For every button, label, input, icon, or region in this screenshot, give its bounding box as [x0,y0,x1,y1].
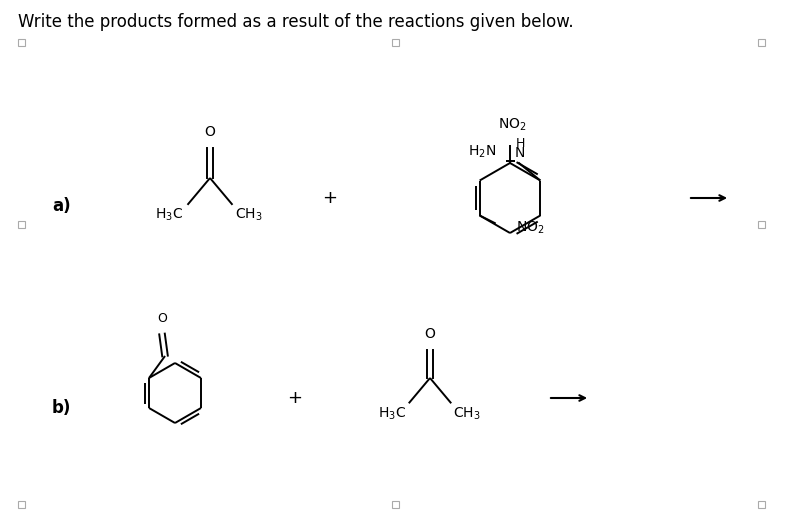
Bar [758,501,765,508]
Bar [392,501,399,508]
Text: $\mathregular{NO_2}$: $\mathregular{NO_2}$ [516,219,545,236]
Text: $\mathregular{H_3C}$: $\mathregular{H_3C}$ [156,207,183,223]
Text: a): a) [52,197,71,215]
Bar [18,39,25,46]
Bar [392,39,399,46]
Text: Write the products formed as a result of the reactions given below.: Write the products formed as a result of… [18,13,574,31]
Text: $\mathregular{H_2N}$: $\mathregular{H_2N}$ [468,143,496,160]
Text: b): b) [52,399,72,417]
Text: H: H [516,137,525,150]
Bar [758,221,765,228]
Text: $\mathregular{CH_3}$: $\mathregular{CH_3}$ [236,207,263,223]
Text: O: O [424,327,435,341]
Text: $\mathregular{NO_2}$: $\mathregular{NO_2}$ [498,117,527,133]
Bar [18,221,25,228]
Text: +: + [288,389,303,407]
Text: $\mathregular{CH_3}$: $\mathregular{CH_3}$ [454,405,481,422]
Bar [758,39,765,46]
Text: +: + [322,189,337,207]
Text: O: O [204,125,215,139]
Text: N: N [515,146,526,160]
Text: $\mathregular{H_3C}$: $\mathregular{H_3C}$ [378,405,406,422]
Text: O: O [157,312,167,325]
Bar [18,501,25,508]
